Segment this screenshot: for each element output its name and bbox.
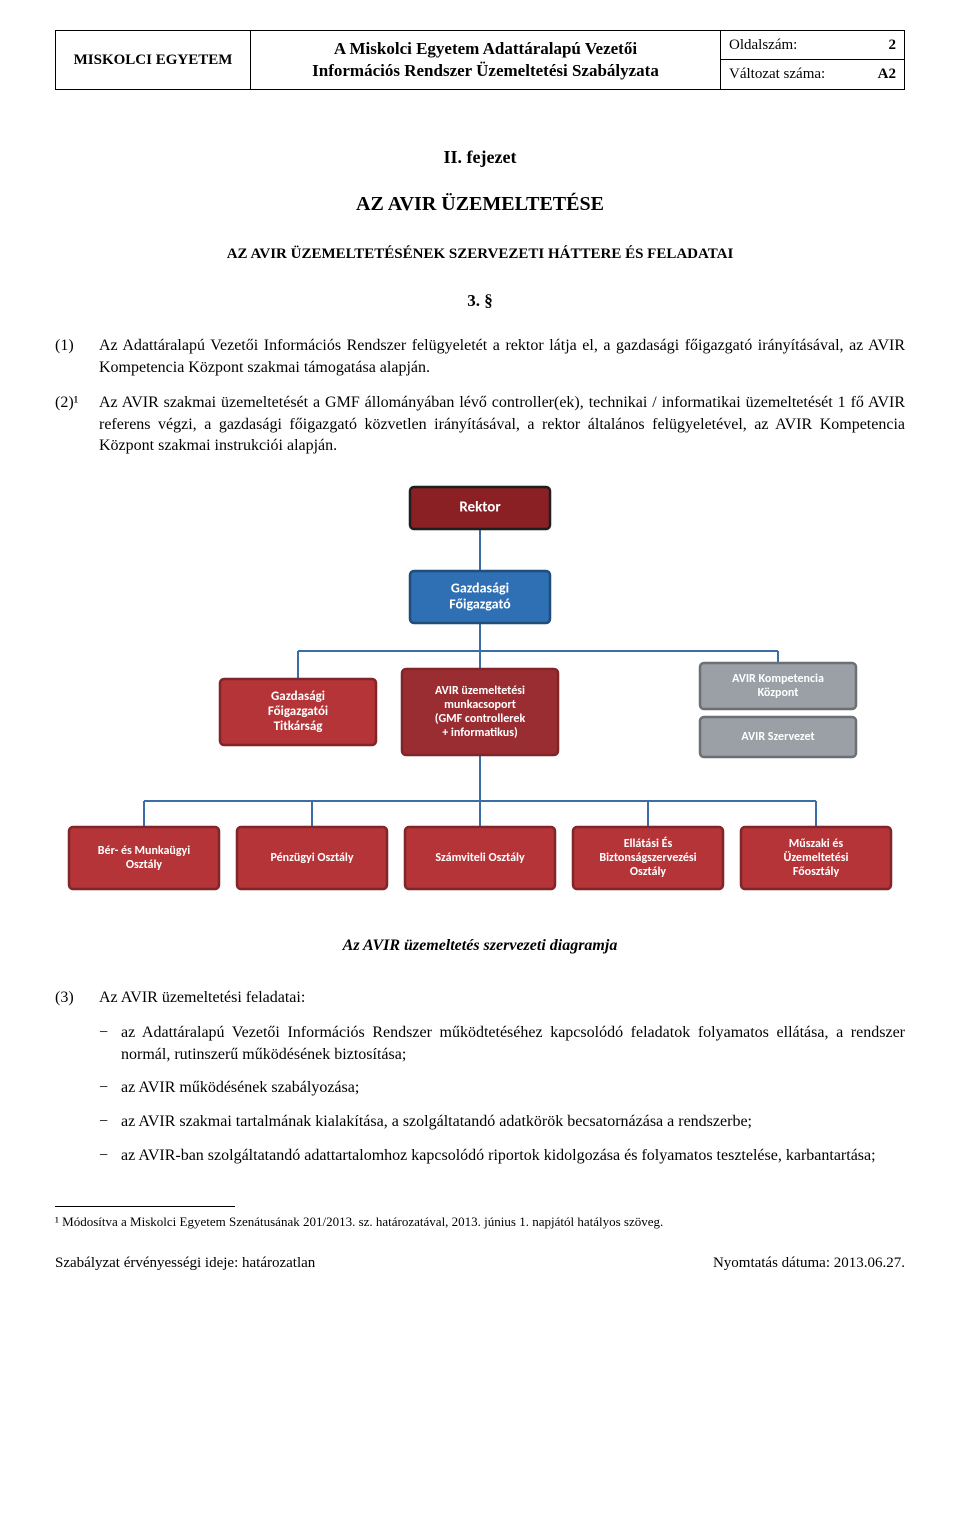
page-footer: Szabályzat érvényességi ideje: határozat… [55,1253,905,1273]
footer-left: Szabályzat érvényességi ideje: határozat… [55,1253,315,1273]
org-chart-caption: Az AVIR üzemeltetés szervezeti diagramja [55,935,905,957]
svg-text:+ informatikus): + informatikus) [442,726,518,740]
svg-text:AVIR Szervezet: AVIR Szervezet [741,730,814,744]
header-title: A Miskolci Egyetem Adattáralapú Vezetői … [251,31,721,90]
svg-text:AVIR Kompetencia: AVIR Kompetencia [732,672,824,686]
svg-text:Titkárság: Titkárság [274,719,324,734]
footnote-rule [55,1206,235,1207]
paragraph-2: (2)¹ Az AVIR szakmai üzemeltetését a GMF… [55,392,905,457]
svg-text:munkacsoport: munkacsoport [444,698,516,712]
svg-text:Osztály: Osztály [630,865,666,879]
svg-text:Gazdasági: Gazdasági [271,689,325,704]
svg-text:Pénzügyi Osztály: Pénzügyi Osztály [270,851,353,865]
list-item: az Adattáralapú Vezetői Információs Rend… [99,1022,905,1065]
svg-text:(GMF controllerek: (GMF controllerek [435,712,526,726]
subsection-title: AZ AVIR ÜZEMELTETÉSÉNEK SZERVEZETI HÁTTE… [55,244,905,264]
list-item: az AVIR-ban szolgáltatandó adattartalomh… [99,1145,905,1167]
paragraph-1-text: Az Adattáralapú Vezetői Információs Rend… [99,335,905,378]
list-item: az AVIR működésének szabályozása; [99,1077,905,1099]
paragraph-1-number: (1) [55,335,99,378]
svg-text:Gazdasági: Gazdasági [451,579,509,596]
footer-right: Nyomtatás dátuma: 2013.06.27. [713,1253,905,1273]
svg-text:Főosztály: Főosztály [793,865,840,879]
section-title: AZ AVIR ÜZEMELTETÉSE [55,191,905,218]
svg-text:Rektor: Rektor [459,499,501,517]
paragraph-2-number: (2)¹ [55,392,99,457]
svg-text:AVIR üzemeltetési: AVIR üzemeltetési [435,684,525,698]
document-header: MISKOLCI EGYETEM A Miskolci Egyetem Adat… [55,30,905,90]
chapter-heading: II. fejezet [55,145,905,169]
header-org: MISKOLCI EGYETEM [56,31,251,90]
task-list: az Adattáralapú Vezetői Információs Rend… [55,1022,905,1166]
svg-text:Számviteli Osztály: Számviteli Osztály [435,851,525,865]
section-number: 3. § [55,290,905,313]
paragraph-2-text: Az AVIR szakmai üzemeltetését a GMF állo… [99,392,905,457]
paragraph-3-text: Az AVIR üzemeltetési feladatai: [99,987,305,1009]
list-item: az AVIR szakmai tartalmának kialakítása,… [99,1111,905,1133]
svg-text:Központ: Központ [758,686,799,700]
header-version-key: Változat száma: [721,60,862,89]
paragraph-3: (3) Az AVIR üzemeltetési feladatai: [55,987,905,1009]
svg-text:Főigazgató: Főigazgató [449,595,511,612]
header-page-value: 2 [861,31,904,60]
header-page-key: Oldalszám: [721,31,862,60]
footnote: ¹ Módosítva a Miskolci Egyetem Szenátusá… [55,1213,905,1231]
org-chart-svg: RektorGazdaságiFőigazgatóGazdaságiFőigaz… [60,479,900,919]
svg-text:Osztály: Osztály [126,858,162,872]
paragraph-1: (1) Az Adattáralapú Vezetői Információs … [55,335,905,378]
org-chart: RektorGazdaságiFőigazgatóGazdaságiFőigaz… [55,479,905,919]
header-version-value: A2 [861,60,904,89]
svg-text:Biztonságszervezési: Biztonságszervezési [599,851,696,865]
svg-text:Főigazgatói: Főigazgatói [268,704,328,719]
header-title-line2: Információs Rendszer Üzemeltetési Szabál… [312,61,659,80]
svg-text:Üzemeltetési: Üzemeltetési [784,851,849,865]
svg-text:Műszaki és: Műszaki és [789,837,844,851]
svg-text:Ellátási És: Ellátási És [624,837,673,851]
svg-text:Bér- és Munkaügyi: Bér- és Munkaügyi [98,844,190,858]
paragraph-3-number: (3) [55,987,99,1009]
header-title-line1: A Miskolci Egyetem Adattáralapú Vezetői [334,39,637,58]
